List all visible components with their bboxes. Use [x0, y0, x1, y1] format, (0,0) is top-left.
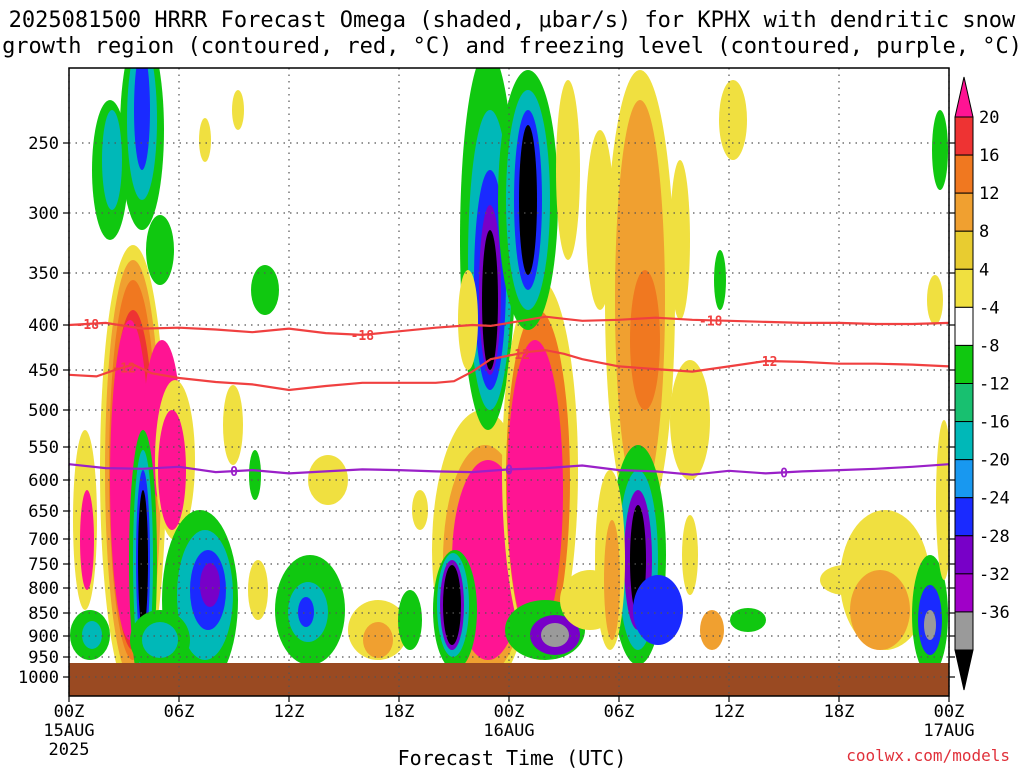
y-tick-label: 950: [28, 648, 59, 668]
y-tick-label: 1000: [18, 668, 59, 688]
colorbar-label: -24: [979, 489, 1010, 509]
colorbar-swatch: [954, 230, 974, 270]
colorbar-label: 12: [979, 184, 999, 204]
x-tick-label: 12Z: [274, 702, 305, 722]
x-tick-label: 18Z: [384, 702, 415, 722]
contour-label: 0: [505, 463, 513, 478]
contour-label: -12: [754, 355, 777, 370]
y-tick-label: 300: [28, 204, 59, 224]
chart-title-line-2: growth region (contoured, red, °C) and f…: [2, 34, 1022, 59]
colorbar-swatch: [954, 383, 974, 423]
x-tick-label: 18Z: [824, 702, 855, 722]
colorbar-label: -16: [979, 413, 1010, 433]
y-tick-label: 500: [28, 401, 59, 421]
chart-title-line-1: 2025081500 HRRR Forecast Omega (shaded, …: [8, 8, 1016, 33]
colorbar-swatch: [954, 611, 974, 651]
pressure-axis: 250 300 350 400 450 500 550 600 650 700 750 800 850 9…: [18, 134, 955, 688]
temperature-contours: -18 -18 -18 -12 -12 -12 0 0 0: [68, 314, 950, 481]
colorbar-swatch: [954, 344, 974, 384]
x-tick-label: 00Z: [54, 702, 85, 722]
x-tick-date: 15AUG: [43, 721, 94, 741]
x-tick-date: 16AUG: [483, 721, 534, 741]
colorbar-cap-top: [954, 76, 974, 118]
colorbar-swatch: [954, 421, 974, 461]
y-tick-label: 650: [28, 502, 59, 522]
x-tick-date: 17AUG: [923, 721, 974, 741]
x-tick-label: 00Z: [494, 702, 525, 722]
colorbar-label: -12: [979, 375, 1010, 395]
colorbar-swatch: [954, 192, 974, 232]
colorbar-swatch: [954, 306, 974, 346]
colorbar-label: -32: [979, 565, 1010, 585]
credit-text: coolwx.com/models: [846, 746, 1010, 765]
colorbar-swatch: [954, 116, 974, 156]
y-tick-label: 750: [28, 555, 59, 575]
colorbar-label: -36: [979, 603, 1010, 623]
y-tick-label: 600: [28, 471, 59, 491]
colorbar-label: 20: [979, 108, 999, 128]
colorbar-label: 4: [979, 260, 989, 280]
y-tick-label: 350: [28, 264, 59, 284]
colorbar-swatch: [954, 154, 974, 194]
colorbar-cap-bottom: [954, 649, 974, 691]
colorbar-swatch: [954, 497, 974, 537]
contour-label: -18: [76, 318, 100, 333]
colorbar-label: 16: [979, 146, 999, 166]
x-tick-label: 12Z: [714, 702, 745, 722]
omega-colorbar: 20 16 12 8 4 -4 -8 -12 -16 -20 -24 -28 -32 -36: [954, 76, 1010, 691]
y-tick-label: 450: [28, 361, 59, 381]
contour-line: [68, 463, 950, 476]
y-tick-label: 550: [28, 438, 59, 458]
y-tick-label: 400: [28, 316, 59, 336]
x-tick-label: 06Z: [164, 702, 195, 722]
omega-shaded-field: [69, 68, 949, 696]
contour-line: [68, 315, 950, 337]
x-tick-label: 00Z: [934, 702, 965, 722]
contour-label: -18: [351, 329, 375, 344]
colorbar-label: 8: [979, 222, 989, 242]
y-tick-label: 900: [28, 627, 59, 647]
contour-label: -12: [506, 348, 529, 363]
colorbar-swatch: [954, 535, 974, 575]
x-tick-label: 06Z: [604, 702, 635, 722]
colorbar-label: -4: [979, 298, 999, 318]
contour-line: [68, 349, 950, 392]
x-tick-year: 2025: [49, 740, 90, 760]
contour-label: -18: [699, 314, 723, 329]
y-tick-label: 250: [28, 134, 59, 154]
y-tick-label: 800: [28, 579, 59, 599]
contour-label: -12: [112, 361, 135, 376]
colorbar-label: -28: [979, 527, 1010, 547]
y-tick-label: 850: [28, 604, 59, 624]
y-tick-label: 700: [28, 530, 59, 550]
contour-label: 0: [780, 466, 788, 481]
colorbar-swatch: [954, 268, 974, 308]
colorbar-swatch: [954, 573, 974, 613]
colorbar-label: -8: [979, 336, 999, 356]
contour-label: 0: [230, 465, 238, 480]
colorbar-swatch: [954, 459, 974, 499]
x-axis-label: Forecast Time (UTC): [397, 746, 627, 770]
colorbar-label: -20: [979, 451, 1010, 471]
